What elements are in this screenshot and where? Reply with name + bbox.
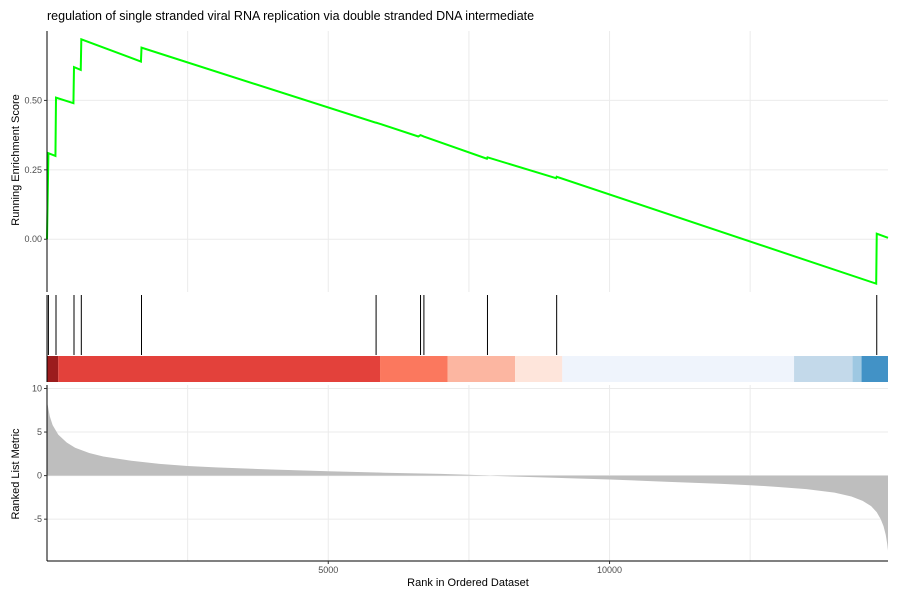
color-band <box>47 356 59 382</box>
color-bands <box>47 356 888 382</box>
y-tick-label: 10 <box>32 383 42 393</box>
axes <box>46 31 888 562</box>
y-tick-label: 5 <box>37 427 42 437</box>
color-band <box>58 356 381 382</box>
color-band <box>380 356 448 382</box>
color-band <box>852 356 862 382</box>
ranked-metric-area <box>47 401 888 551</box>
tick-labels: 0.00 0.25 0.50 -5 0 5 10 5000 10000 <box>24 95 622 575</box>
x-tick-label: 10000 <box>597 565 622 575</box>
chart-title: regulation of single stranded viral RNA … <box>47 9 535 23</box>
y-tick-label: 0 <box>37 471 42 481</box>
y-axis-label-bottom: Ranked List Metric <box>10 428 22 520</box>
color-band <box>447 356 516 382</box>
enrichment-line <box>46 37 889 286</box>
y-tick-label: -5 <box>34 514 42 524</box>
x-tick-label: 5000 <box>318 565 338 575</box>
color-band <box>861 356 888 382</box>
y-axis-label-top: Running Enrichment Score <box>10 94 22 225</box>
hit-markers <box>47 295 878 355</box>
y-tick-label: 0.25 <box>24 165 42 175</box>
y-tick-label: 0.00 <box>24 234 42 244</box>
ranked-metric-fill <box>47 401 888 551</box>
color-band <box>794 356 853 382</box>
y-tick-label: 0.50 <box>24 95 42 105</box>
color-band <box>515 356 563 382</box>
enrichment-line-group <box>46 37 889 286</box>
top-panel-grid <box>47 31 888 292</box>
x-axis-label: Rank in Ordered Dataset <box>407 577 529 589</box>
color-band <box>562 356 795 382</box>
